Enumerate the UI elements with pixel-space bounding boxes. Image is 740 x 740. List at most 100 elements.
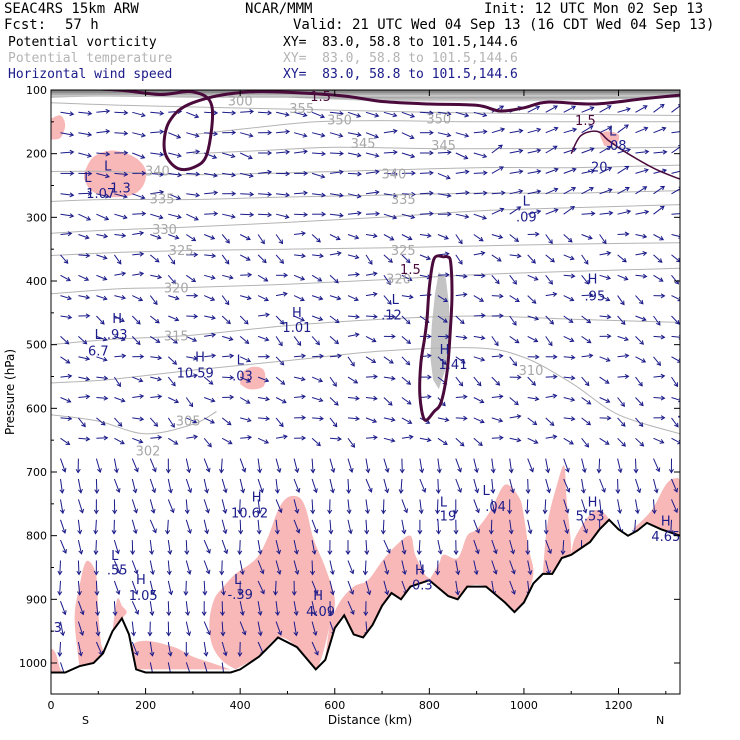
wind-vector-85 xyxy=(114,172,128,175)
wind-vector-head-494 xyxy=(391,314,396,320)
wind-vector-head-131 xyxy=(134,610,139,615)
wind-vector-214 xyxy=(185,601,189,616)
wind-vector-head-286 xyxy=(246,357,252,363)
wind-vector-head-97 xyxy=(117,422,123,427)
wind-vector-565 xyxy=(437,315,448,323)
wind-vector-head-740 xyxy=(564,529,570,535)
wind-vector-head-42 xyxy=(85,394,91,400)
x-end-label-north: N xyxy=(656,714,664,727)
wind-vector-435 xyxy=(347,152,361,157)
wind-vector-481 xyxy=(365,580,371,595)
wind-vector-192 xyxy=(186,151,200,154)
wind-vector-174 xyxy=(167,356,177,365)
wind-vector-683 xyxy=(527,315,539,320)
wind-vector-head-132 xyxy=(131,631,136,637)
wind-vector-49 xyxy=(77,539,82,554)
wind-vector-head-766 xyxy=(606,145,612,151)
wind-vector-head-190 xyxy=(194,113,200,119)
wind-vector-795 xyxy=(617,315,626,325)
wind-vector-292 xyxy=(239,478,244,493)
wind-vector-head-110 xyxy=(141,170,147,176)
wind-vector-head-683 xyxy=(534,315,540,321)
wind-vector-head-360 xyxy=(301,231,306,236)
wind-vector-head-53 xyxy=(79,630,85,636)
wind-vector-head-806 xyxy=(642,105,648,110)
wind-vector-head-493 xyxy=(387,300,392,305)
wind-vector-306 xyxy=(258,213,272,216)
wind-vector-head-180 xyxy=(168,488,173,494)
wind-vector-726 xyxy=(563,234,573,243)
wind-vector-head-509 xyxy=(409,134,415,140)
wind-vector-head-356 xyxy=(303,149,308,155)
wind-vector-head-346 xyxy=(274,489,280,494)
wind-vector-head-212 xyxy=(186,569,192,575)
wind-vector-head-413 xyxy=(335,235,341,241)
wind-vector-head-560 xyxy=(447,211,452,217)
wind-vector-778 xyxy=(599,397,610,403)
wind-vector-380 xyxy=(311,111,325,118)
wind-vector-707 xyxy=(545,315,554,325)
wind-vector-134 xyxy=(150,111,164,114)
wind-vector-690 xyxy=(527,458,534,472)
wind-vector-head-626 xyxy=(500,127,506,133)
wind-vector-448 xyxy=(347,417,360,420)
wind-vector-781 xyxy=(598,458,601,473)
wind-vector-623 xyxy=(473,539,479,554)
wind-vector-109 xyxy=(132,152,145,159)
wind-vector-head-206 xyxy=(193,434,199,440)
wind-vector-head-479 xyxy=(364,550,370,556)
wind-vector-40 xyxy=(78,356,90,360)
extrema-label-14: 6.7 xyxy=(88,345,109,360)
wind-vector-436 xyxy=(347,172,362,175)
wind-vector-783 xyxy=(599,499,602,514)
wind-vector-head-490 xyxy=(389,236,395,241)
wind-vector-head-810 xyxy=(642,186,648,191)
negative-pv-region-12 xyxy=(240,366,266,390)
wind-vector-358 xyxy=(294,192,308,195)
wind-vector-head-735 xyxy=(570,416,576,422)
wind-vector-761 xyxy=(581,499,587,513)
wind-vector-767 xyxy=(599,167,612,174)
wind-vector-head-709 xyxy=(552,354,558,360)
wind-vector-head-304 xyxy=(267,169,273,175)
wind-vector-415 xyxy=(329,274,339,284)
wind-vector-207 xyxy=(185,458,190,473)
wind-vector-head-624 xyxy=(473,570,479,576)
wind-vector-225 xyxy=(204,254,216,257)
wind-vector-456 xyxy=(347,580,354,595)
wind-vector-184 xyxy=(167,560,171,575)
wind-vector-head-270 xyxy=(219,611,225,617)
wind-vector-35 xyxy=(78,254,90,257)
wind-vector-head-310 xyxy=(264,296,269,302)
wind-vector-734 xyxy=(563,397,575,401)
wind-vector-652 xyxy=(509,170,523,174)
y-tick-label-5: 600 xyxy=(26,402,47,415)
plot-frame xyxy=(50,89,681,695)
wind-vector-158 xyxy=(149,601,153,616)
wind-vector-head-62 xyxy=(102,255,108,260)
wind-vector-head-176 xyxy=(174,398,180,404)
wind-vector-221 xyxy=(204,172,218,177)
wind-vector-head-251 xyxy=(230,213,236,219)
wind-vector-474 xyxy=(365,436,377,439)
wind-vector-head-685 xyxy=(534,354,540,360)
wind-vector-133 xyxy=(131,641,138,656)
wind-vector-head-34 xyxy=(84,234,90,240)
wind-vector-head-680 xyxy=(531,258,536,264)
wind-vector-head-145 xyxy=(155,338,161,343)
wind-vector-head-657 xyxy=(512,279,517,285)
wind-vector-head-844 xyxy=(655,467,661,473)
wind-vector-head-455 xyxy=(349,569,355,575)
wind-vector-head-350 xyxy=(276,569,282,575)
wind-vector-head-28 xyxy=(87,110,93,116)
extrema-label-22: .03 xyxy=(232,370,253,385)
wind-vector-head-641 xyxy=(498,435,504,441)
wind-vector-378 xyxy=(293,601,298,616)
wind-vector-head-67 xyxy=(102,356,108,362)
wind-vector-578 xyxy=(455,111,469,117)
wind-vector-head-7 xyxy=(63,259,69,264)
wind-vector-head-100 xyxy=(115,488,121,494)
wind-vector-head-319 xyxy=(259,488,264,494)
wind-vector-808 xyxy=(635,151,649,154)
wind-vector-363 xyxy=(293,295,305,301)
